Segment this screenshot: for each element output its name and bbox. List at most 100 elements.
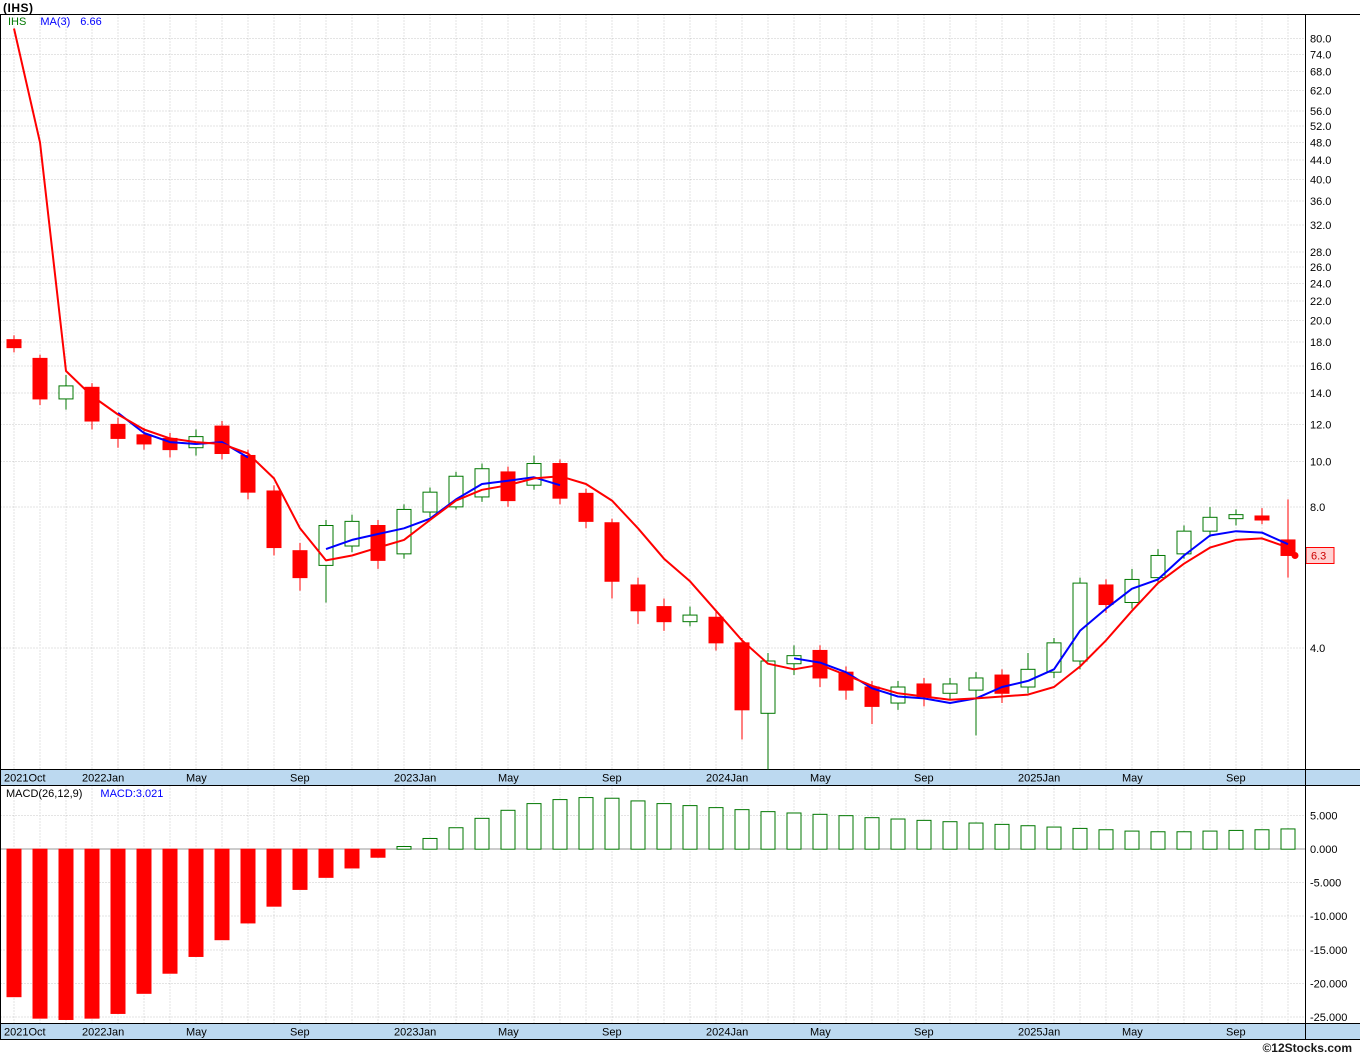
macd-bar [1176, 831, 1192, 850]
main-y-tick-label: 16.0 [1310, 361, 1331, 373]
x-axis-label: May [1122, 1027, 1143, 1039]
macd-bar [708, 807, 724, 850]
candle-body [1228, 514, 1244, 520]
main-y-tick-label: 36.0 [1310, 196, 1331, 208]
candle-body [214, 425, 230, 455]
main-y-tick-label: 8.0 [1310, 502, 1325, 514]
last-price-dot [1291, 551, 1299, 559]
legend-ma-label: MA(3) [40, 16, 71, 28]
macd-bar [786, 812, 802, 850]
macd-y-axis-labels: 5.000 0.000 -5.000 -10.000 -15.000 -20.000 -25… [1310, 811, 1347, 1024]
x-axis-label: Sep [602, 1027, 622, 1039]
macd-bar [214, 848, 230, 941]
candle-body [110, 423, 126, 439]
main-y-tick-label: 20.0 [1310, 315, 1331, 327]
macd-bar [1072, 827, 1088, 850]
candle-body [604, 522, 620, 582]
main-y-tick-label: 40.0 [1310, 174, 1331, 186]
x-axis-label: 2024Jan [706, 773, 748, 785]
panel-borders [0, 14, 1360, 1040]
macd-value-label: MACD:3.021 [100, 788, 164, 800]
macd-bar [760, 811, 776, 850]
candle-body [266, 490, 282, 549]
macd-histogram [6, 797, 1296, 1020]
candle-body [136, 434, 152, 445]
candle-body [1098, 584, 1114, 606]
main-y-axis-labels: 80.0 74.0 68.0 62.0 56.0 52.0 48.0 44.0 40.0 36.0… [1310, 33, 1331, 654]
macd-bar [994, 823, 1010, 850]
x-axis-band-main: 2021Oct 2022Jan May Sep 2023Jan May Sep 2024Jan… [0, 769, 1360, 786]
x-axis-label: 2025Jan [1018, 773, 1060, 785]
x-axis-label: Sep [914, 773, 934, 785]
macd-bar [604, 797, 620, 850]
macd-bar [1202, 830, 1218, 850]
candle-body [630, 584, 646, 612]
candle-body [968, 677, 984, 691]
candle-body [1202, 516, 1218, 532]
macd-bar [1280, 828, 1296, 850]
macd-bar [552, 799, 568, 850]
main-y-tick-label: 68.0 [1310, 67, 1331, 79]
x-axis-label: Sep [914, 1027, 934, 1039]
main-y-tick-label: 56.0 [1310, 106, 1331, 118]
x-axis-label: May [498, 773, 519, 785]
x-axis-label: 2023Jan [394, 773, 436, 785]
candle-body [552, 463, 568, 499]
main-y-tick-label: 26.0 [1310, 262, 1331, 274]
candle-body [578, 492, 594, 522]
macd-bar [578, 797, 594, 850]
x-axis-label: 2024Jan [706, 1027, 748, 1039]
main-y-tick-label: 14.0 [1310, 388, 1331, 400]
candle-body [292, 550, 308, 579]
main-y-tick-label: 22.0 [1310, 296, 1331, 308]
x-axis-label: Sep [1226, 1027, 1246, 1039]
macd-bar [110, 848, 126, 1014]
macd-params-label: MACD(26,12,9) [6, 788, 83, 800]
main-y-tick-label: 74.0 [1310, 49, 1331, 61]
macd-y-tick-label: -15.000 [1310, 945, 1347, 957]
macd-bar [84, 848, 100, 1019]
candle-body [760, 660, 776, 714]
main-y-tick-label: 32.0 [1310, 220, 1331, 232]
macd-bar [318, 848, 334, 878]
candle-body [58, 385, 74, 400]
macd-bar [344, 848, 360, 869]
macd-y-tick-label: -10.000 [1310, 911, 1347, 923]
candle-body [1176, 530, 1192, 555]
macd-legend: MACD(26,12,9) MACD:3.021 [6, 788, 163, 800]
candle-body [6, 339, 22, 349]
candle-body [734, 642, 750, 711]
macd-bar [968, 822, 984, 850]
macd-bar [630, 800, 646, 850]
macd-y-tick-label: 5.000 [1310, 811, 1338, 823]
macd-y-tick-label: 0.000 [1310, 844, 1338, 856]
x-axis-label: May [498, 1027, 519, 1039]
macd-bar [136, 848, 152, 994]
main-y-tick-label: 28.0 [1310, 247, 1331, 259]
macd-bar [1046, 826, 1062, 850]
candle-body [994, 674, 1010, 694]
main-y-tick-label: 62.0 [1310, 85, 1331, 97]
macd-bar [422, 837, 438, 850]
svg-text:6.3: 6.3 [1311, 550, 1326, 562]
macd-bar [864, 817, 880, 850]
macd-bar [1020, 825, 1036, 850]
candle-body [916, 683, 932, 697]
candle-body [422, 491, 438, 513]
candle-body [84, 386, 100, 422]
main-y-tick-label: 80.0 [1310, 33, 1331, 45]
macd-bar [1228, 829, 1244, 850]
main-y-tick-label: 12.0 [1310, 419, 1331, 431]
macd-bar [942, 821, 958, 850]
macd-bar [682, 805, 698, 850]
candle-body [32, 357, 48, 400]
candle-body [682, 614, 698, 623]
candle-body [240, 454, 256, 493]
macd-bar [916, 819, 932, 850]
main-y-tick-label: 48.0 [1310, 137, 1331, 149]
macd-bar [370, 848, 386, 858]
macd-bar [500, 809, 516, 850]
candle-body [526, 463, 542, 486]
